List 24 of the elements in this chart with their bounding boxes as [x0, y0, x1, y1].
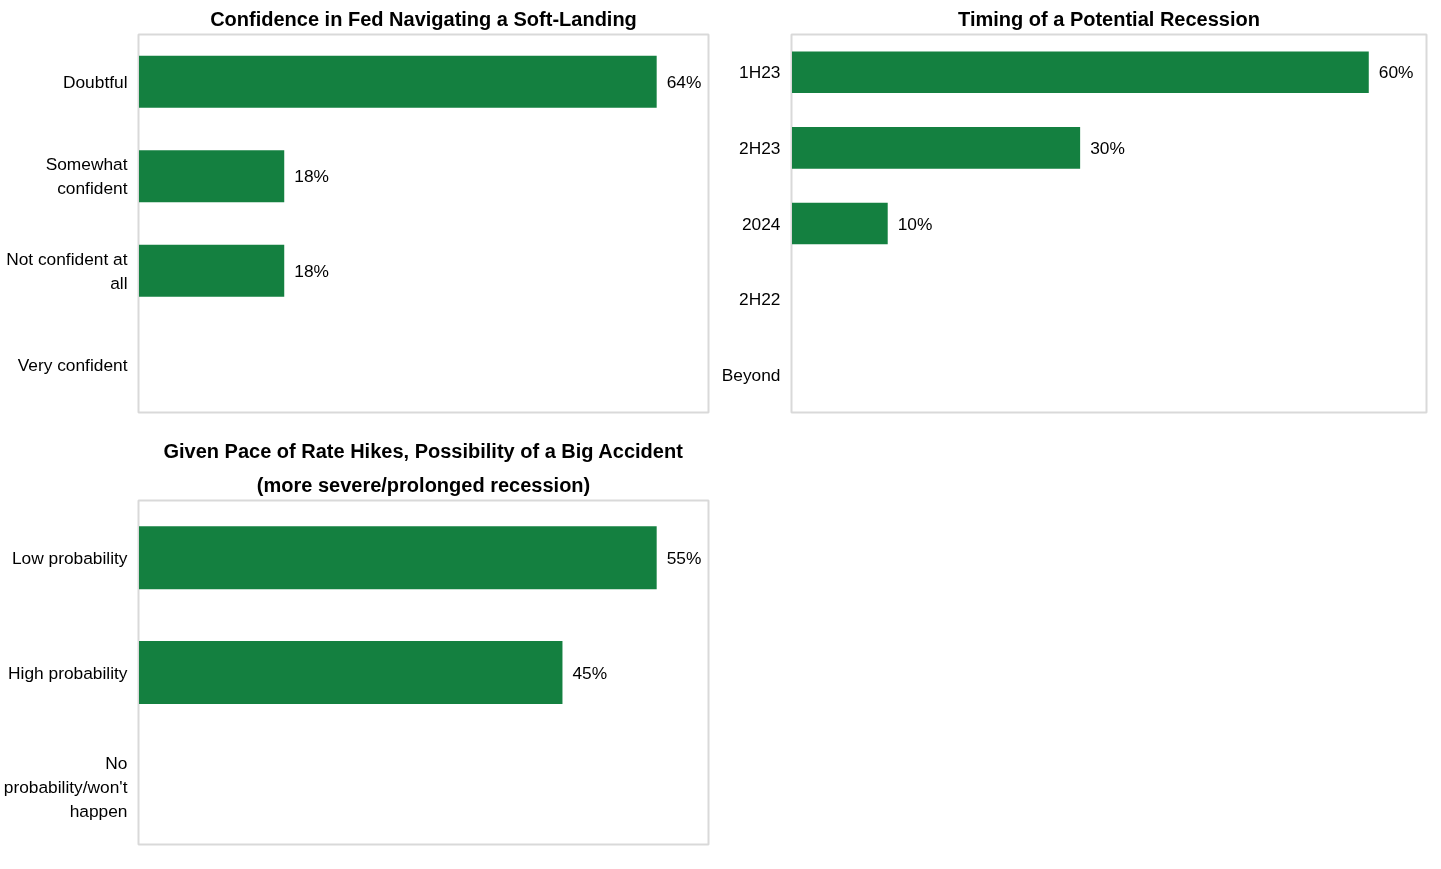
- y-tick-label: Beyond: [721, 364, 781, 385]
- data-label: 60%: [1378, 62, 1414, 83]
- y-tick-label: 2H23: [739, 137, 781, 158]
- y-tick-label: High probability: [8, 662, 128, 683]
- chart-title: Confidence in Fed Navigating a Soft-Landing: [210, 7, 637, 30]
- data-label: 18%: [294, 166, 329, 187]
- y-tick-label: 2024: [741, 213, 781, 234]
- data-label: 10%: [897, 213, 933, 234]
- y-tick-label: Somewhat confident: [45, 154, 128, 199]
- data-label: 45%: [572, 662, 608, 683]
- y-tick-label: Low probability: [11, 547, 128, 568]
- y-tick-label: Not confident at all: [6, 248, 128, 293]
- data-label: 55%: [666, 547, 702, 568]
- data-label: 64%: [666, 71, 702, 92]
- chart-title: Given Pace of Rate Hikes, Possibility of a Big Accident: [163, 439, 684, 462]
- y-tick-label: Very confident: [17, 355, 128, 376]
- y-tick-label: Doubtful: [62, 71, 128, 92]
- data-label: 30%: [1090, 137, 1125, 158]
- data-label: 18%: [294, 260, 329, 281]
- y-tick-label: 1H23: [739, 62, 781, 83]
- y-tick-label: 2H22: [739, 289, 781, 310]
- y-tick-label: No probability/won't happen: [3, 753, 128, 822]
- chart-subtitle: (more severe/prolonged recession): [256, 473, 591, 496]
- chart-title: Timing of a Potential Recession: [958, 7, 1260, 30]
